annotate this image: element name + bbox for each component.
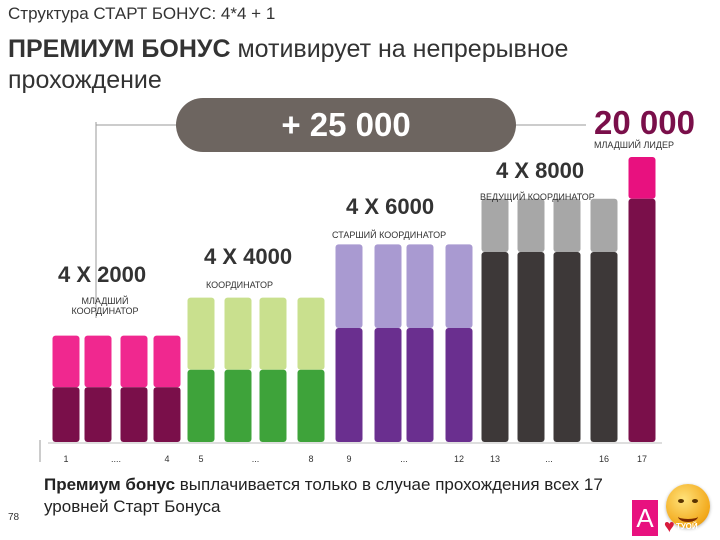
level-caption-label: КООРДИНАТОР <box>206 280 274 290</box>
bar-upper-segment <box>297 297 325 370</box>
x-tick-label: 17 <box>637 454 647 464</box>
bar-lower-segment <box>297 369 325 442</box>
bar-upper-segment <box>553 198 581 252</box>
x-tick-label: 9 <box>346 454 351 464</box>
bar-upper-segment <box>52 335 80 388</box>
page-number: 78 <box>8 512 20 523</box>
x-tick-label: 8 <box>308 454 313 464</box>
bar-upper-segment <box>590 198 618 252</box>
footnote-rest: выплачивается только в случае прохождени… <box>44 475 603 516</box>
bar-upper-segment <box>187 297 215 370</box>
bar-upper-segment <box>120 335 148 388</box>
bar-upper-segment <box>517 198 545 252</box>
heading-rest: мотивирует на непрерывное прохождение <box>8 35 569 94</box>
heading-bold: ПРЕМИУМ БОНУС <box>8 35 231 63</box>
premium-bonus-pill: + 25 000 <box>176 98 516 152</box>
footnote-bold: Премиум бонус <box>44 475 176 494</box>
brand-logo: A <box>632 500 658 536</box>
x-tick-label: 5 <box>198 454 203 464</box>
x-tick-label: 13 <box>490 454 500 464</box>
sticker-text: ТУОЙ <box>676 522 698 531</box>
connector-line <box>95 122 176 126</box>
x-tick-label: 4 <box>164 454 169 464</box>
bar-upper-segment <box>84 335 112 388</box>
heart-icon: ♥ <box>664 516 675 536</box>
level-caption-label: МЛАДШИЙ КООРДИНАТОР <box>71 296 139 316</box>
bar-upper-segment <box>224 297 252 370</box>
x-tick-label: 12 <box>454 454 464 464</box>
bar-lower-segment <box>259 369 287 442</box>
level-reward-label: 4 X 2000 <box>58 262 147 287</box>
bar-lower-segment <box>517 252 545 442</box>
level-caption-label: ВЕДУЩИЙ КООРДИНАТОР <box>480 192 595 202</box>
level-reward-label: 4 X 4000 <box>204 244 293 269</box>
level-reward-label: 4 X 8000 <box>496 158 585 183</box>
bar-lower-segment <box>120 387 148 442</box>
slide-subtitle: Структура СТАРТ БОНУС: 4*4 + 1 <box>8 4 276 23</box>
bar-upper-segment <box>445 244 473 328</box>
slide-heading: ПРЕМИУМ БОНУС мотивирует на непрерывное … <box>8 34 708 96</box>
bar-lower-segment <box>406 328 434 442</box>
bar-lower-segment <box>335 328 363 442</box>
bar-lower-segment <box>628 198 656 442</box>
bar-lower-segment <box>481 252 509 442</box>
x-tick-label: ... <box>400 454 408 464</box>
bar-lower-segment <box>187 369 215 442</box>
bar-lower-segment <box>84 387 112 442</box>
bar-lower-segment <box>445 328 473 442</box>
bar-lower-segment <box>52 387 80 442</box>
bar-lower-segment <box>153 387 181 442</box>
x-tick-label: ... <box>545 454 553 464</box>
level-caption-label: МЛАДШИЙ ЛИДЕР <box>594 140 674 150</box>
x-tick-label: 1 <box>63 454 68 464</box>
bar-upper-segment <box>374 244 402 328</box>
bar-lower-segment <box>553 252 581 442</box>
bar-lower-segment <box>224 369 252 442</box>
smiley-eye-icon <box>692 499 698 503</box>
bar-lower-segment <box>374 328 402 442</box>
bar-upper-segment <box>481 198 509 252</box>
smiley-eye-icon <box>678 499 684 503</box>
bar-upper-segment <box>335 244 363 328</box>
bar-upper-segment <box>406 244 434 328</box>
level-reward-label: 20 000 <box>594 104 695 141</box>
bar-upper-segment <box>153 335 181 388</box>
x-tick-label: .... <box>111 454 121 464</box>
footnote: Премиум бонус выплачивается только в слу… <box>44 474 664 518</box>
level-caption-label: СТАРШИЙ КООРДИНАТОР <box>332 230 447 240</box>
bar-lower-segment <box>590 252 618 442</box>
x-tick-label: ... <box>252 454 260 464</box>
x-tick-label: 16 <box>599 454 609 464</box>
level-reward-label: 4 X 6000 <box>346 194 435 219</box>
smiley-icon <box>666 484 710 528</box>
bar-upper-segment <box>628 157 656 199</box>
smiley-mouth-icon <box>678 511 698 522</box>
bar-upper-segment <box>259 297 287 370</box>
